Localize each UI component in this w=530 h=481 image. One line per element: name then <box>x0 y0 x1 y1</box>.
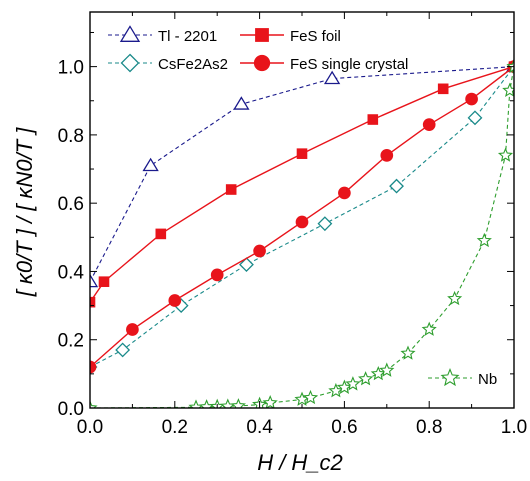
data-point <box>233 96 250 110</box>
y-tick-label: 0.4 <box>58 262 85 283</box>
data-point <box>225 184 237 195</box>
data-point <box>98 276 110 287</box>
data-point <box>155 228 167 240</box>
data-point <box>437 83 449 95</box>
series-2 <box>90 61 514 308</box>
series-4 <box>90 58 514 408</box>
y-tick-label: 0.8 <box>58 126 84 147</box>
x-tick-label: 0.4 <box>246 417 273 438</box>
data-point <box>239 257 254 273</box>
series-3 <box>90 60 514 374</box>
data-point <box>345 376 361 391</box>
data-point <box>467 110 483 126</box>
data-point <box>497 147 514 162</box>
data-point <box>358 371 374 386</box>
legend-marker <box>440 368 460 387</box>
y-tick-label: 0.0 <box>58 399 84 420</box>
data-point <box>142 157 159 172</box>
data-point <box>90 273 99 288</box>
y-axis-label: [ κ0/T ] / [ κN0/T ] <box>12 127 37 298</box>
data-point <box>168 294 182 307</box>
data-point <box>370 365 386 381</box>
x-axis-label: H / H_c2 <box>257 450 343 475</box>
legend-label: CsFe2As2 <box>158 56 228 73</box>
legend-label: Nb <box>478 371 497 388</box>
legend-item: Nb <box>428 368 497 388</box>
legend-label: FeS single crystal <box>290 56 408 73</box>
legend-item: CsFe2As2 <box>108 53 228 73</box>
legend-item: FeS single crystal <box>240 54 408 73</box>
series-line <box>90 66 514 408</box>
data-point <box>328 382 344 398</box>
data-point <box>115 342 131 358</box>
legend-label: FeS foil <box>290 28 341 45</box>
legend-marker <box>255 28 269 42</box>
data-point <box>506 58 514 74</box>
data-point <box>367 114 379 125</box>
y-tick-label: 0.2 <box>58 331 84 352</box>
data-point <box>90 296 96 308</box>
data-point <box>210 268 224 282</box>
data-point <box>296 148 308 159</box>
data-point <box>199 399 215 408</box>
series-0 <box>90 58 514 288</box>
data-point <box>447 290 463 306</box>
data-point <box>400 345 416 360</box>
data-point <box>465 92 478 106</box>
x-tick-label: 0.6 <box>331 417 357 438</box>
series-line <box>90 66 514 282</box>
legend-item: FeS foil <box>240 28 341 45</box>
y-tick-label: 0.6 <box>58 194 84 215</box>
x-tick-label: 1.0 <box>501 417 527 438</box>
legend-marker <box>119 25 141 42</box>
data-point <box>90 400 98 408</box>
x-tick-label: 0.8 <box>416 417 442 438</box>
x-tick-label: 0.2 <box>162 417 188 438</box>
data-point <box>220 398 236 408</box>
data-point <box>230 398 246 408</box>
data-point <box>476 232 492 248</box>
data-point <box>317 216 333 232</box>
data-point <box>422 118 436 132</box>
data-point <box>502 82 514 97</box>
data-point <box>379 362 395 377</box>
data-point <box>338 186 351 200</box>
data-point <box>302 389 319 405</box>
y-tick-label: 1.0 <box>58 58 84 79</box>
series-line <box>90 66 514 368</box>
data-point <box>253 244 266 258</box>
x-tick-label: 0.0 <box>77 417 103 438</box>
series-line <box>90 65 514 303</box>
legend-item: Tl - 2201 <box>108 25 217 45</box>
data-point <box>380 149 394 162</box>
data-point <box>188 399 204 408</box>
data-point <box>421 321 437 336</box>
data-point <box>262 394 278 408</box>
data-point <box>389 178 404 194</box>
data-point <box>126 323 139 336</box>
legend-label: Tl - 2201 <box>158 28 217 45</box>
legend-marker <box>120 53 140 73</box>
data-point <box>295 215 309 229</box>
legend-marker <box>253 54 271 72</box>
data-point <box>336 379 352 394</box>
data-point <box>323 70 341 85</box>
